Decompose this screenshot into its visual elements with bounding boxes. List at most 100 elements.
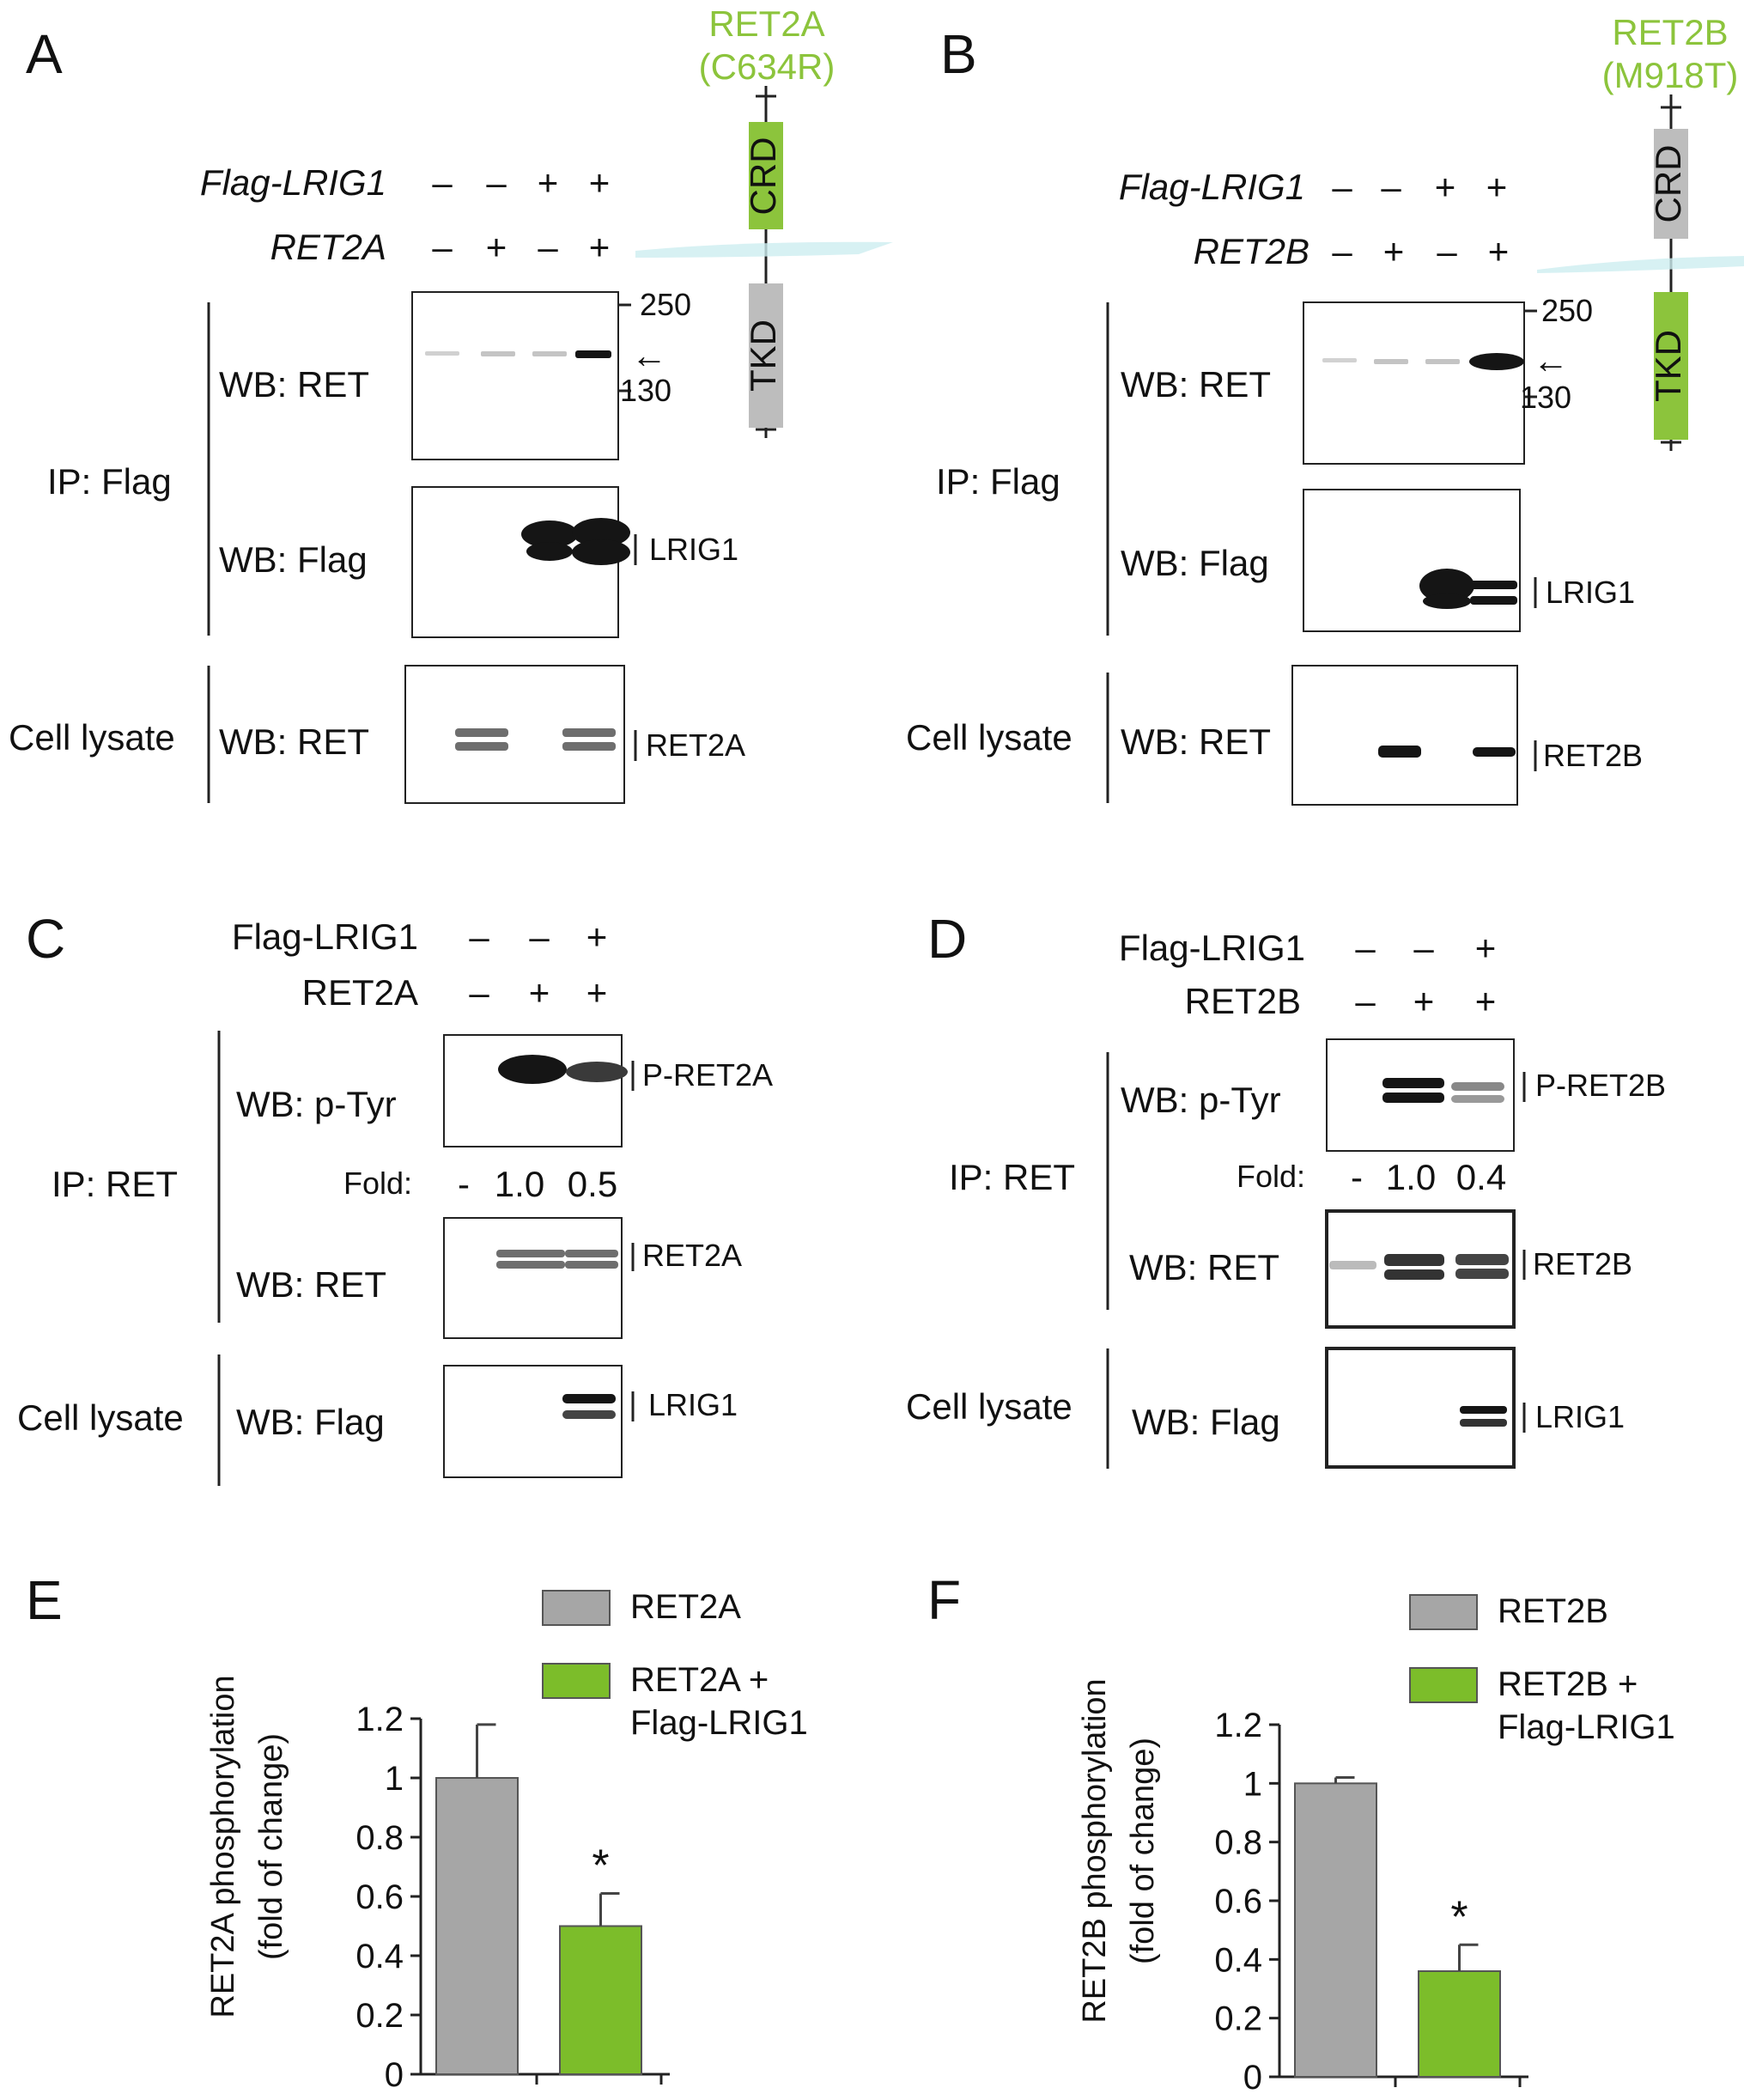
y-axis-label-line1: RET2B phosphorylation — [1077, 1678, 1113, 2023]
svg-text:+: + — [1488, 231, 1510, 271]
svg-text:+: + — [589, 162, 611, 203]
diagram-a-mutation: (C634R) — [699, 46, 836, 87]
svg-text:–: – — [432, 162, 453, 203]
panel-letter-d: D — [927, 908, 967, 970]
diagram-a-name: RET2A — [708, 3, 824, 44]
panel-a: A RET2A (C634R) CRD TKD Flag-LRIG1 RET2A… — [9, 3, 893, 804]
svg-text:+: + — [1486, 167, 1508, 207]
b-row1-label: Flag-LRIG1 — [1119, 167, 1305, 207]
legend-label-1-line2: Flag-LRIG1 — [630, 1704, 808, 1742]
b-row1-signs: – – + + — [1332, 167, 1507, 207]
d-lrig1-label: LRIG1 — [1535, 1399, 1625, 1434]
legend-swatch-1 — [1409, 1667, 1478, 1703]
tkd-domain-a — [749, 283, 783, 428]
b-wb-ret: WB: RET — [1121, 364, 1271, 405]
y-tick-label: 1.2 — [1214, 1707, 1262, 1744]
panel-f: F 0 0.2 0.4 0.6 0.8 1 1.2 * RET2B phosphorylatio… — [927, 1569, 1675, 2097]
svg-text:–: – — [1437, 231, 1457, 271]
panel-e: E 0 0.2 0.4 0.6 0.8 1 1.2 * RET2A phosphorylatio… — [26, 1569, 808, 2094]
a-ip-label: IP: Flag — [47, 461, 172, 502]
svg-text:–: – — [538, 227, 558, 267]
d-row2-signs: – + + — [1355, 981, 1496, 1021]
a-wb-flag: WB: Flag — [219, 539, 368, 580]
c-wb-ret: WB: RET — [236, 1264, 386, 1305]
a-lrig1-label: LRIG1 — [649, 532, 738, 567]
svg-text:+: + — [1383, 231, 1405, 271]
chart-e: 0 0.2 0.4 0.6 0.8 1 1.2 * RET2A phosphorylation (… — [205, 1588, 808, 2094]
domain-diagram-b: RET2B (M918T) CRD TKD — [1602, 12, 1738, 451]
crd-domain-b — [1654, 129, 1688, 239]
b-lysate-wb: WB: RET — [1121, 721, 1271, 762]
d-fold-1: - — [1351, 1157, 1363, 1197]
b-blot-ret — [1303, 301, 1525, 465]
domain-diagram-a: RET2A (C634R) CRD TKD — [699, 3, 836, 438]
crd-label-a: CRD — [743, 137, 783, 216]
y-tick-label: 0.2 — [355, 1997, 404, 2035]
c-pret-label: P-RET2A — [642, 1057, 773, 1093]
svg-text:–: – — [1355, 981, 1376, 1021]
svg-text:–: – — [486, 162, 507, 203]
c-row2-label: RET2A — [302, 972, 418, 1013]
d-fold-label: Fold: — [1237, 1159, 1305, 1194]
c-row2-signs: – + + — [469, 972, 607, 1013]
y-tick-label: 0.2 — [1214, 2000, 1262, 2038]
b-row2-signs: – + – + — [1332, 231, 1509, 271]
b-blot-lysate — [1291, 665, 1518, 806]
svg-text:+: + — [1435, 167, 1456, 207]
c-row1-signs: – – + — [469, 916, 607, 957]
a-row2-label: RET2A — [270, 227, 386, 267]
b-ret-label: RET2B — [1543, 738, 1643, 773]
d-ret-label: RET2B — [1533, 1246, 1632, 1281]
a-row1-signs: – – + + — [432, 162, 610, 203]
d-fold-3: 0.4 — [1456, 1157, 1506, 1197]
svg-text:–: – — [1413, 928, 1434, 968]
panel-letter-a: A — [26, 23, 63, 85]
b-ip-label: IP: Flag — [936, 461, 1060, 502]
svg-text:+: + — [586, 916, 608, 957]
y-tick-label: 1 — [385, 1760, 404, 1798]
c-fold-3: 0.5 — [568, 1164, 617, 1204]
svg-text:+: + — [1413, 981, 1435, 1021]
panel-letter-f: F — [927, 1569, 961, 1631]
d-row1-signs: – – + — [1355, 928, 1496, 968]
panel-letter-c: C — [26, 908, 65, 970]
c-fold-label: Fold: — [343, 1166, 412, 1201]
b-lysate-label: Cell lysate — [906, 717, 1073, 758]
a-marker-250: 250 — [640, 287, 691, 322]
diagram-b-name: RET2B — [1612, 12, 1728, 52]
panel-letter-b: B — [940, 23, 977, 85]
svg-text:–: – — [432, 227, 453, 267]
y-tick-label: 0.4 — [355, 1938, 404, 1975]
d-lysate-label: Cell lysate — [906, 1386, 1073, 1427]
b-blot-flag — [1303, 489, 1521, 632]
d-ip-label: IP: RET — [949, 1157, 1075, 1197]
c-ip-label: IP: RET — [52, 1164, 178, 1204]
tkd-domain-b — [1654, 292, 1688, 440]
tkd-label-b: TKD — [1648, 330, 1688, 402]
c-fold-2: 1.0 — [495, 1164, 544, 1204]
a-ret-label: RET2A — [646, 727, 745, 763]
svg-text:+: + — [589, 227, 611, 267]
b-lrig1-label: LRIG1 — [1546, 575, 1635, 610]
d-wb-ptyr: WB: p-Tyr — [1121, 1080, 1281, 1120]
c-lysate-wb: WB: Flag — [236, 1402, 385, 1442]
legend-label-1-line1: RET2A + — [630, 1661, 769, 1699]
y-tick-label: 0.6 — [1214, 1883, 1262, 1920]
c-row1-label: Flag-LRIG1 — [232, 916, 418, 957]
legend-label-0: RET2B — [1498, 1592, 1608, 1630]
panel-letter-e: E — [26, 1569, 63, 1631]
svg-text:+: + — [1475, 928, 1497, 968]
panel-d: D Flag-LRIG1 RET2B – – + – + + IP: RET W… — [906, 908, 1666, 1469]
c-lysate-label: Cell lysate — [17, 1397, 184, 1438]
bar-1 — [559, 1925, 642, 2075]
chart-f: 0 0.2 0.4 0.6 0.8 1 1.2 * RET2B phosphorylation (… — [1077, 1592, 1675, 2097]
legend-label-0: RET2A — [630, 1588, 741, 1626]
c-fold-1: - — [458, 1164, 470, 1204]
svg-text:+: + — [486, 227, 507, 267]
a-lysate-label: Cell lysate — [9, 717, 175, 758]
y-tick-label: 0 — [1243, 2059, 1262, 2097]
b-marker-130: 130 — [1520, 380, 1571, 415]
tkd-label-a: TKD — [743, 320, 783, 392]
svg-text:+: + — [529, 972, 550, 1013]
svg-text:+: + — [586, 972, 608, 1013]
